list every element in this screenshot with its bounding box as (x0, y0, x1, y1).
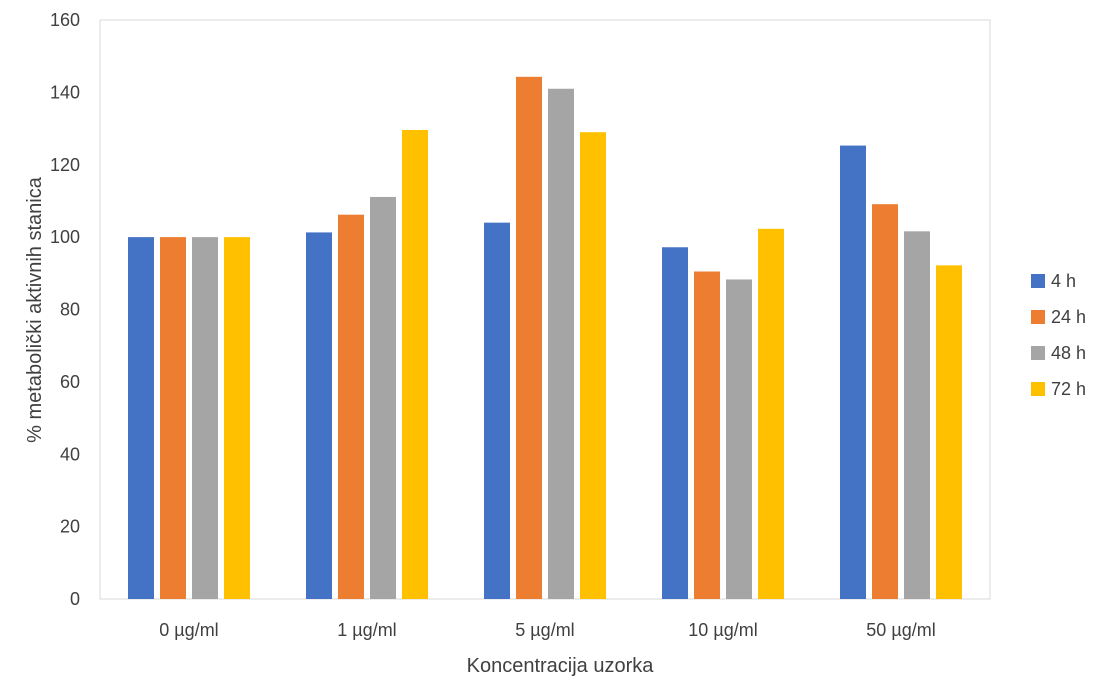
bar-24h-2 (516, 76, 542, 599)
bar-48h-4 (904, 231, 930, 599)
bar-24h-0 (160, 237, 186, 599)
bar-4h-1 (306, 232, 332, 599)
bars (128, 76, 962, 599)
legend-label: 72 h (1051, 379, 1086, 399)
y-tick-label: 60 (60, 372, 80, 392)
x-tick-label: 50 µg/ml (866, 620, 935, 640)
x-tick-label: 5 µg/ml (515, 620, 574, 640)
y-tick-label: 0 (70, 589, 80, 609)
bar-48h-2 (548, 88, 574, 599)
bar-72h-4 (936, 265, 962, 599)
y-tick-label: 140 (50, 82, 80, 102)
legend-label: 4 h (1051, 271, 1076, 291)
bar-4h-0 (128, 237, 154, 599)
bar-24h-3 (694, 271, 720, 599)
bar-24h-1 (338, 214, 364, 599)
bar-48h-3 (726, 279, 752, 599)
bar-72h-2 (580, 132, 606, 599)
x-tick-label: 1 µg/ml (337, 620, 396, 640)
legend-swatch (1031, 346, 1045, 360)
y-tick-label: 80 (60, 300, 80, 320)
x-axis-ticks: 0 µg/ml 1 µg/ml 5 µg/ml 10 µg/ml 50 µg/ml (159, 620, 935, 640)
legend-swatch (1031, 382, 1045, 396)
legend: 4 h 24 h 48 h 72 h (1031, 271, 1086, 399)
legend-label: 48 h (1051, 343, 1086, 363)
bar-4h-3 (662, 247, 688, 599)
legend-label: 24 h (1051, 307, 1086, 327)
legend-swatch (1031, 274, 1045, 288)
x-axis-title: Koncentracija uzorka (467, 655, 655, 677)
x-tick-label: 0 µg/ml (159, 620, 218, 640)
y-tick-label: 120 (50, 155, 80, 175)
legend-swatch (1031, 310, 1045, 324)
x-tick-label: 10 µg/ml (688, 620, 757, 640)
y-tick-label: 20 (60, 517, 80, 537)
bar-24h-4 (872, 204, 898, 599)
y-axis-title: % metabolički aktivnih stanica (24, 176, 46, 443)
bar-72h-1 (402, 130, 428, 599)
plot-area-border (99, 19, 991, 600)
bar-48h-0 (192, 237, 218, 599)
y-axis-ticks: 0 20 40 60 80 100 120 140 160 (50, 10, 80, 609)
y-tick-label: 40 (60, 444, 80, 464)
bar-4h-4 (840, 145, 866, 599)
bar-4h-2 (484, 222, 510, 599)
plot-area (99, 19, 991, 600)
y-tick-label: 100 (50, 227, 80, 247)
bar-48h-1 (370, 196, 396, 599)
y-tick-label: 160 (50, 10, 80, 30)
bar-72h-3 (758, 228, 784, 599)
bar-72h-0 (224, 237, 250, 599)
